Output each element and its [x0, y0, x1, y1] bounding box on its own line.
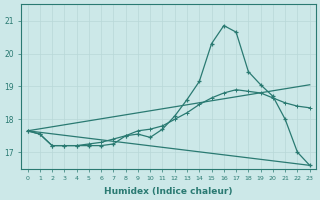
X-axis label: Humidex (Indice chaleur): Humidex (Indice chaleur): [104, 187, 233, 196]
